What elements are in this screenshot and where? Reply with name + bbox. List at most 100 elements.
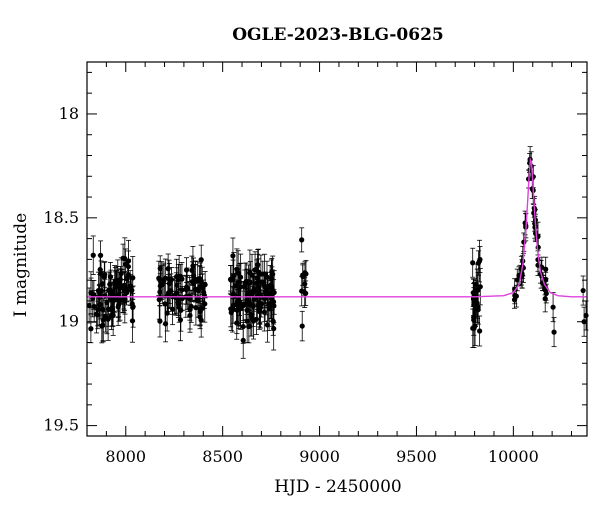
data-point	[165, 266, 171, 272]
x-tick-label: 9000	[299, 447, 340, 466]
data-point	[514, 277, 520, 283]
data-point	[477, 328, 483, 334]
data-point	[197, 278, 203, 284]
data-point	[583, 312, 589, 319]
data-point	[477, 256, 483, 263]
data-point	[98, 271, 104, 277]
data-point	[159, 278, 165, 284]
data-point	[95, 288, 102, 294]
data-point	[162, 301, 168, 307]
data-points	[86, 146, 589, 359]
data-point	[265, 284, 271, 290]
data-point	[100, 281, 106, 287]
data-point	[129, 287, 135, 293]
data-point	[199, 305, 205, 311]
data-point	[88, 326, 94, 332]
data-point	[168, 276, 175, 283]
data-point	[110, 312, 116, 319]
data-point	[162, 321, 169, 327]
data-point	[228, 306, 234, 312]
data-point	[177, 317, 184, 323]
data-point	[95, 312, 101, 318]
data-point	[90, 252, 96, 258]
data-point	[110, 293, 116, 299]
data-point	[262, 271, 268, 277]
data-point	[302, 281, 308, 287]
data-point	[542, 296, 548, 302]
data-point	[270, 271, 276, 277]
x-axis: 8000 8500 9000 9500 10000	[86, 62, 572, 466]
data-point	[116, 302, 122, 308]
data-point	[193, 305, 199, 311]
data-point	[255, 278, 262, 284]
plot-frame	[86, 61, 588, 437]
data-point	[198, 257, 204, 263]
data-point	[551, 329, 557, 335]
data-point	[107, 281, 113, 287]
data-point	[178, 273, 184, 280]
y-tick-label: 19.5	[43, 416, 79, 435]
data-point	[550, 304, 556, 310]
data-point	[299, 323, 305, 329]
data-point	[120, 297, 126, 303]
y-tick-label: 19	[59, 312, 79, 331]
data-point	[122, 256, 128, 262]
data-point	[130, 304, 136, 311]
data-point	[299, 288, 305, 294]
data-point	[472, 297, 478, 303]
data-point	[118, 270, 124, 277]
data-point	[190, 263, 196, 269]
data-point	[246, 300, 252, 306]
data-point	[264, 322, 271, 328]
data-point	[535, 244, 541, 250]
data-point	[261, 309, 267, 315]
x-tick-label: 10000	[488, 447, 539, 466]
data-point	[195, 297, 201, 303]
data-point	[125, 258, 132, 264]
data-point	[299, 237, 305, 243]
data-point	[240, 303, 246, 309]
data-point	[107, 274, 114, 280]
data-point	[88, 290, 94, 296]
data-point	[300, 273, 306, 280]
data-point	[580, 287, 586, 294]
data-point	[99, 323, 105, 329]
data-point	[251, 287, 257, 293]
data-point	[581, 319, 587, 325]
data-point	[470, 325, 476, 331]
y-tick-label: 18	[59, 104, 79, 123]
data-point	[247, 289, 253, 295]
y-tick-label: 18.5	[43, 208, 79, 227]
data-point	[470, 260, 476, 266]
data-point	[157, 318, 163, 324]
data-point	[271, 303, 277, 309]
data-point	[86, 302, 92, 309]
data-point	[124, 275, 130, 281]
model-curve	[87, 157, 587, 298]
data-point	[234, 266, 240, 272]
data-point	[257, 301, 263, 308]
chart-title: OGLE-2023-BLG-0625	[232, 25, 444, 45]
data-point	[473, 281, 479, 287]
data-point	[165, 290, 172, 296]
data-point	[230, 253, 236, 259]
data-point	[474, 287, 480, 293]
data-point	[249, 272, 255, 278]
data-point	[233, 301, 240, 307]
data-point	[270, 318, 276, 324]
data-point	[115, 277, 121, 283]
data-point	[237, 279, 243, 285]
data-point	[105, 316, 111, 322]
data-point	[100, 306, 106, 313]
data-point	[228, 277, 234, 283]
data-point	[260, 279, 266, 285]
data-point	[112, 283, 118, 289]
data-point	[475, 307, 481, 313]
y-axis: 18 18.5 19 19.5	[43, 71, 587, 435]
data-point	[543, 266, 549, 272]
data-point	[230, 291, 237, 297]
x-axis-label: HJD - 2450000	[274, 477, 402, 497]
data-point	[250, 303, 256, 309]
x-tick-label: 8000	[105, 447, 146, 466]
x-tick-label: 9500	[396, 447, 437, 466]
